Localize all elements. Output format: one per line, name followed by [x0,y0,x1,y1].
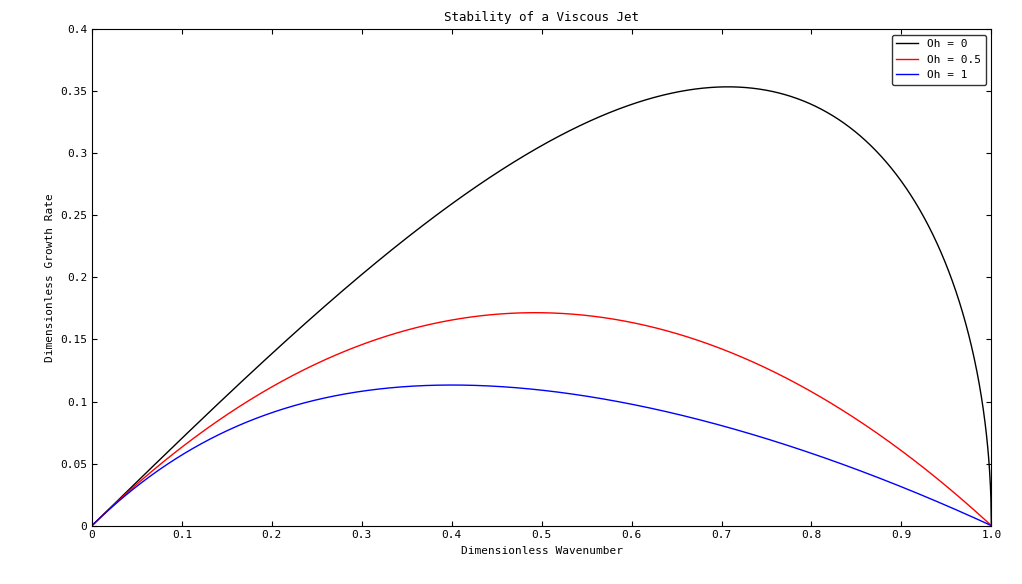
Oh = 0.5 [794,382,806,389]
Oh = 1 [985,522,997,529]
Oh = 0 [86,522,98,529]
Title: Stability of a Viscous Jet: Stability of a Viscous Jet [445,11,639,24]
Oh = 1 [446,381,458,388]
Oh = 0.5 [959,499,971,506]
Oh = 0 [960,320,972,327]
Oh = 1 [86,522,98,529]
Oh = 0.5 [86,522,98,529]
Oh = 0 [722,84,734,91]
Oh = 0.5 [523,309,536,316]
Oh = 1 [959,510,971,517]
Oh = 0.5 [132,479,144,486]
Oh = 1 [132,482,144,489]
Oh = 0.5 [529,309,542,316]
Line: Oh = 1: Oh = 1 [92,385,991,526]
Oh = 1 [960,510,972,517]
Oh = 0 [985,522,997,529]
Oh = 0.5 [960,499,972,506]
Oh = 0 [500,164,512,171]
Oh = 1 [794,446,806,453]
Legend: Oh = 0, Oh = 0.5, Oh = 1: Oh = 0, Oh = 0.5, Oh = 1 [892,35,986,85]
Oh = 0 [523,150,536,157]
Oh = 0 [794,96,806,103]
Oh = 0.5 [985,522,997,529]
Oh = 0 [959,318,971,325]
Line: Oh = 0.5: Oh = 0.5 [92,312,991,526]
X-axis label: Dimensionless Wavenumber: Dimensionless Wavenumber [461,546,622,556]
Oh = 0.5 [500,310,512,317]
Line: Oh = 0: Oh = 0 [92,87,991,526]
Oh = 1 [500,384,512,391]
Oh = 0 [132,477,144,484]
Y-axis label: Dimensionless Growth Rate: Dimensionless Growth Rate [45,193,54,361]
Oh = 1 [523,385,536,392]
